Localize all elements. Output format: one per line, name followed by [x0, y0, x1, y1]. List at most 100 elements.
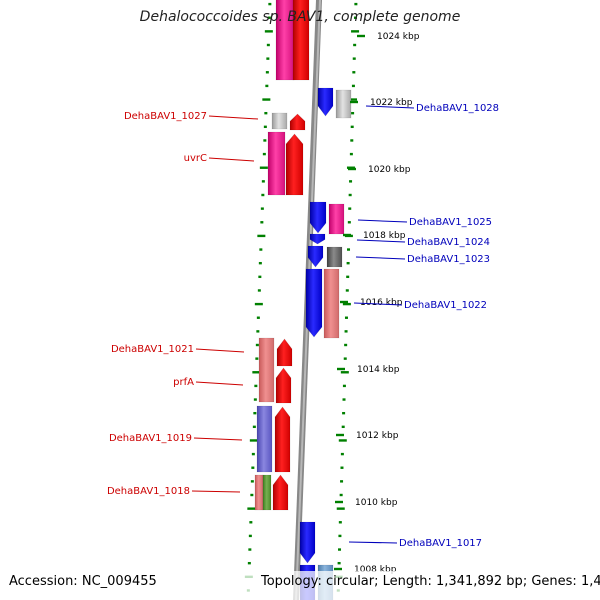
left-gene-label: prfA: [173, 377, 194, 388]
gene-arrow: [262, 474, 272, 511]
left-guide-tick: [258, 275, 262, 279]
left-guide-tick: [259, 166, 268, 169]
right-guide-tick: [351, 30, 360, 33]
scale-label: 1022 kbp: [370, 98, 413, 108]
scale-tick: [336, 433, 344, 437]
left-guide-tick: [263, 125, 267, 129]
left-guide-tick: [263, 139, 267, 142]
gene-arrow: [323, 268, 340, 339]
right-guide-tick: [349, 98, 358, 101]
left-leader-line: [208, 115, 259, 120]
right-gene-label: DehaBAV1_1028: [416, 103, 499, 114]
topology-value: circular: [325, 574, 375, 589]
right-guide-tick: [348, 207, 352, 210]
genes-label: Genes:: [531, 574, 577, 589]
left-guide-tick: [252, 425, 256, 429]
right-guide-tick: [337, 561, 341, 565]
right-guide-tick: [344, 343, 348, 347]
right-guide-tick: [347, 221, 351, 224]
right-gene-label: DehaBAV1_1022: [404, 300, 487, 311]
accession-label: Accession:: [9, 574, 78, 589]
right-guide-tick: [343, 357, 347, 360]
left-guide-tick: [250, 493, 254, 497]
topology-label: Topology:: [261, 574, 322, 589]
right-guide-tick: [339, 493, 343, 497]
left-guide-tick: [259, 248, 263, 251]
gene-arrow: [275, 367, 292, 404]
scale-label: 1014 kbp: [357, 365, 400, 375]
left-gene-label: DehaBAV1_1021: [111, 344, 194, 355]
right-gene-label: DehaBAV1_1023: [407, 254, 490, 265]
right-guide-tick: [348, 193, 352, 197]
gene-arrow: [326, 246, 343, 268]
gene-arrow: [299, 521, 316, 564]
left-guide-tick: [249, 439, 258, 442]
right-guide-tick: [345, 289, 349, 292]
right-guide-tick: [349, 180, 353, 183]
left-guide-tick: [262, 152, 266, 156]
left-guide-tick: [249, 521, 253, 524]
right-guide-tick: [340, 371, 349, 374]
left-guide-tick: [265, 71, 269, 74]
right-guide-tick: [340, 452, 344, 456]
right-guide-tick: [353, 16, 357, 19]
gene-arrow: [272, 474, 289, 511]
left-guide-tick: [247, 561, 251, 565]
right-leader-line: [357, 219, 408, 223]
right-guide-tick: [344, 316, 348, 319]
left-guide-tick: [256, 316, 260, 319]
right-guide-tick: [346, 261, 350, 265]
right-guide-tick: [350, 125, 354, 129]
right-gene-label: DehaBAV1_1024: [407, 237, 490, 248]
gene-arrow: [274, 406, 291, 473]
gene-arrow: [292, 0, 310, 81]
left-guide-tick: [253, 398, 257, 401]
left-gene-label: DehaBAV1_1018: [107, 486, 190, 497]
left-leader-line: [195, 348, 245, 353]
left-guide-tick: [266, 57, 270, 60]
left-guide-tick: [255, 357, 259, 360]
left-guide-tick: [254, 384, 258, 388]
gene-arrow: [335, 89, 352, 119]
gene-arrow: [276, 338, 293, 367]
right-leader-line: [365, 105, 415, 109]
right-guide-tick: [338, 439, 347, 442]
left-guide-tick: [257, 234, 266, 238]
left-guide-tick: [248, 548, 252, 551]
right-guide-tick: [346, 166, 355, 169]
right-guide-tick: [352, 57, 356, 60]
gene-arrow: [289, 113, 306, 131]
right-gene-label: DehaBAV1_1025: [409, 217, 492, 228]
right-guide-tick: [344, 330, 348, 333]
scale-label: 1020 kbp: [368, 165, 411, 175]
left-guide-tick: [264, 111, 268, 115]
gene-arrow: [285, 133, 304, 196]
left-guide-tick: [248, 534, 252, 538]
right-guide-tick: [350, 139, 354, 142]
left-gene-label: uvrC: [184, 153, 207, 164]
gene-arrow: [271, 112, 288, 130]
scale-label: 1012 kbp: [356, 431, 399, 441]
right-guide-tick: [354, 2, 358, 6]
scale-label: 1010 kbp: [355, 498, 398, 508]
left-guide-tick: [258, 261, 262, 265]
right-leader-line: [355, 256, 406, 260]
gene-arrow: [309, 233, 326, 245]
map-title: Dehalococcoides sp. BAV1, complete genom…: [139, 9, 461, 25]
left-guide-tick: [261, 180, 265, 183]
left-guide-tick: [267, 16, 271, 19]
gene-arrow: [317, 87, 334, 117]
left-guide-tick: [252, 371, 261, 374]
left-guide-tick: [251, 466, 255, 469]
left-gene-label: DehaBAV1_1027: [124, 111, 207, 122]
left-leader-line: [195, 381, 244, 386]
left-guide-tick: [260, 207, 264, 210]
left-gene-label: DehaBAV1_1019: [109, 433, 192, 444]
scale-tick: [350, 100, 358, 104]
left-guide-tick: [255, 343, 259, 347]
accession-info: Accession: NC_009455: [9, 574, 157, 589]
right-guide-tick: [342, 302, 351, 306]
genome-summary: Topology: circular; Length: 1,341,892 bp…: [261, 574, 600, 589]
right-leader-line: [356, 239, 406, 243]
